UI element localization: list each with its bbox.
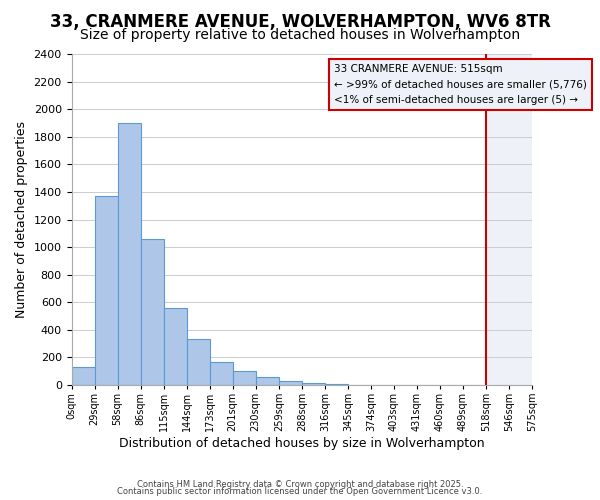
Text: 33 CRANMERE AVENUE: 515sqm
← >99% of detached houses are smaller (5,776)
<1% of : 33 CRANMERE AVENUE: 515sqm ← >99% of det… — [334, 64, 587, 105]
Y-axis label: Number of detached properties: Number of detached properties — [15, 121, 28, 318]
Bar — [209, 362, 233, 385]
Bar — [95, 196, 118, 385]
Bar — [140, 239, 164, 385]
Text: Contains HM Land Registry data © Crown copyright and database right 2025.: Contains HM Land Registry data © Crown c… — [137, 480, 463, 489]
Bar — [118, 123, 140, 385]
Text: Size of property relative to detached houses in Wolverhampton: Size of property relative to detached ho… — [80, 28, 520, 42]
Bar — [164, 308, 187, 385]
Bar — [302, 383, 325, 385]
Text: 33, CRANMERE AVENUE, WOLVERHAMPTON, WV6 8TR: 33, CRANMERE AVENUE, WOLVERHAMPTON, WV6 … — [50, 12, 550, 30]
Bar — [325, 384, 348, 385]
Text: Contains public sector information licensed under the Open Government Licence v3: Contains public sector information licen… — [118, 488, 482, 496]
Bar — [71, 367, 95, 385]
Bar — [233, 370, 256, 385]
Bar — [256, 378, 279, 385]
Bar — [279, 381, 302, 385]
Bar — [187, 339, 209, 385]
X-axis label: Distribution of detached houses by size in Wolverhampton: Distribution of detached houses by size … — [119, 437, 485, 450]
Bar — [486, 54, 532, 385]
